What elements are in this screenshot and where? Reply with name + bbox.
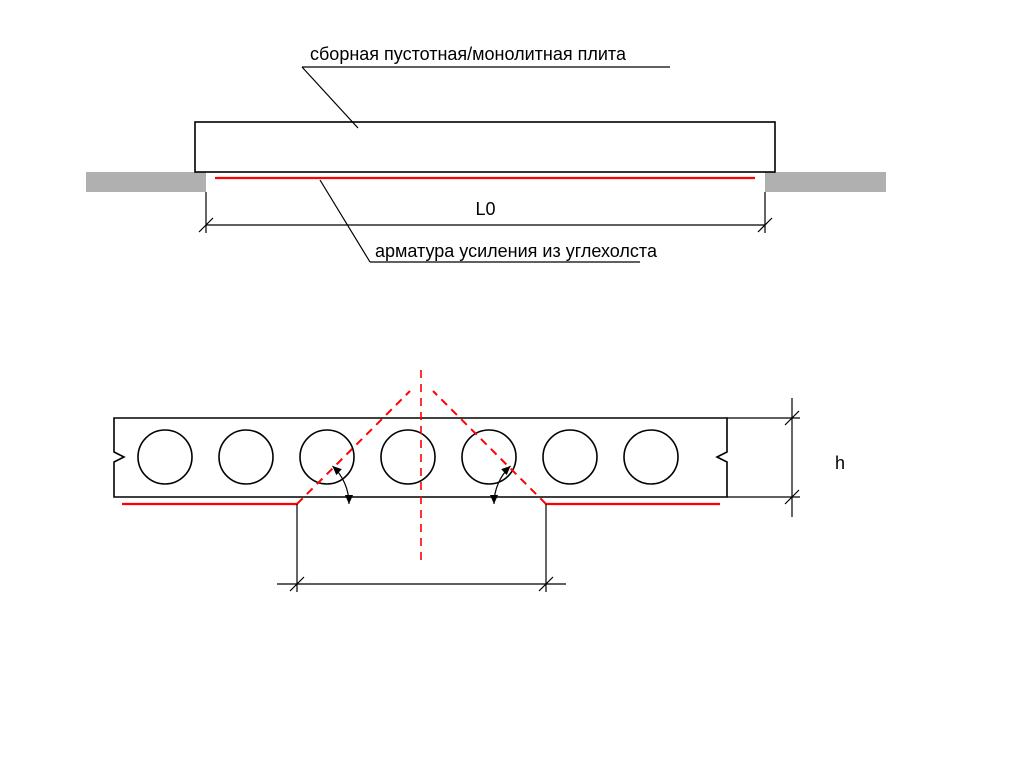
label-cfrp: арматура усиления из углехолста — [375, 241, 658, 261]
void-circle-5 — [543, 430, 597, 484]
support-right — [765, 172, 886, 192]
slab-elevation — [195, 122, 775, 172]
dim-l0-label: L0 — [475, 199, 495, 219]
void-circle-4 — [462, 430, 516, 484]
void-circle-1 — [219, 430, 273, 484]
label-slab: сборная пустотная/монолитная плита — [310, 44, 627, 64]
void-circle-2 — [300, 430, 354, 484]
dim-h-label: h — [835, 453, 845, 473]
support-left — [86, 172, 206, 192]
void-circle-0 — [138, 430, 192, 484]
void-circle-3 — [381, 430, 435, 484]
void-circle-6 — [624, 430, 678, 484]
